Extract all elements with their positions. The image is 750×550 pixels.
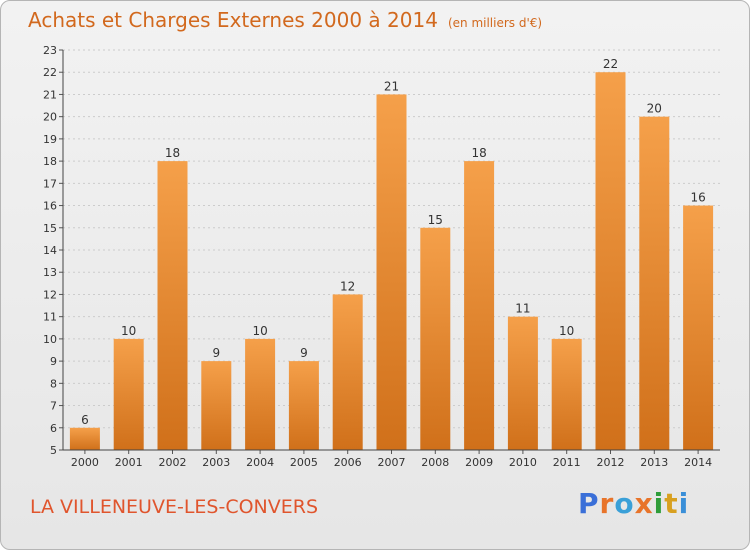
logo-letter: t [664,487,679,520]
bar [376,94,407,450]
y-tick-label: 13 [43,266,57,279]
y-tick-label: 7 [50,400,57,413]
x-tick-label: 2012 [597,456,625,469]
bar-value-label: 21 [384,79,399,93]
bar [201,361,232,450]
logo-letter: P [578,487,600,520]
bar-value-label: 10 [559,324,574,338]
y-tick-label: 20 [43,111,57,124]
bar-value-label: 10 [252,324,267,338]
bar-value-label: 18 [165,146,180,160]
bar-value-label: 18 [471,146,486,160]
x-tick-label: 2013 [640,456,668,469]
x-tick-label: 2011 [553,456,581,469]
bar [332,294,363,450]
bar [420,227,451,450]
y-tick-label: 12 [43,288,57,301]
bar-value-label: 12 [340,279,355,293]
x-tick-label: 2000 [71,456,99,469]
bar [464,161,495,450]
x-tick-label: 2003 [202,456,230,469]
x-tick-label: 2010 [509,456,537,469]
logo-letter: r [599,487,615,520]
y-tick-label: 10 [43,333,57,346]
y-tick-label: 6 [50,422,57,435]
bar [245,338,276,450]
y-tick-label: 19 [43,133,57,146]
bar [683,205,714,450]
bar [551,338,582,450]
title-text: Achats et Charges Externes 2000 à 2014 [28,8,438,32]
y-tick-label: 18 [43,155,57,168]
logo-letter: x [634,487,654,520]
bar-value-label: 20 [647,102,662,116]
bar [639,116,670,451]
x-tick-label: 2001 [115,456,143,469]
x-tick-label: 2006 [334,456,362,469]
logo-letter: i [653,487,665,520]
y-tick-label: 22 [43,66,57,79]
bar [69,427,100,450]
axes: 5 6 7 8 9 10 11 12 13 14 15 16 17 18 19 20 21 22 23 2000 200… [43,44,720,469]
y-tick-label: 17 [43,177,57,190]
proxiti-logo: Proxiti [578,487,689,520]
bar-value-label: 9 [300,346,308,360]
bar [595,72,626,450]
city-name: LA VILLENEUVE-LES-CONVERS [30,496,319,518]
x-tick-label: 2004 [246,456,274,469]
x-tick-label: 2009 [465,456,493,469]
y-tick-label: 15 [43,222,57,235]
chart-title: Achats et Charges Externes 2000 à 2014 (e… [28,8,542,32]
x-tick-label: 2008 [421,456,449,469]
x-tick-label: 2005 [290,456,318,469]
y-tick-label: 21 [43,88,57,101]
y-tick-label: 9 [50,355,57,368]
unit-label: (en milliers d'€) [447,16,543,30]
bar-value-label: 11 [515,302,530,316]
bar-value-label: 15 [428,213,443,227]
logo-letter: i [678,487,690,520]
y-tick-label: 23 [43,44,57,57]
bar-value-label: 16 [690,191,705,205]
bar-value-label: 6 [81,413,89,427]
x-tick-label: 2007 [378,456,406,469]
x-tick-label: 2002 [159,456,187,469]
y-tick-label: 14 [43,244,57,257]
logo-letter: o [614,487,635,520]
bar [507,316,538,450]
y-tick-label: 16 [43,200,57,213]
y-tick-label: 11 [43,311,57,324]
bar [288,361,319,450]
y-tick-label: 5 [50,444,57,457]
bar-value-label: 10 [121,324,136,338]
bar-value-label: 22 [603,57,618,71]
bar [113,338,144,450]
y-tick-label: 8 [50,377,57,390]
bar [157,161,188,450]
bar-value-label: 9 [212,346,220,360]
x-tick-label: 2014 [684,456,712,469]
bars: 6 10 18 9 10 9 12 21 15 18 11 10 22 20 16 [69,57,714,451]
